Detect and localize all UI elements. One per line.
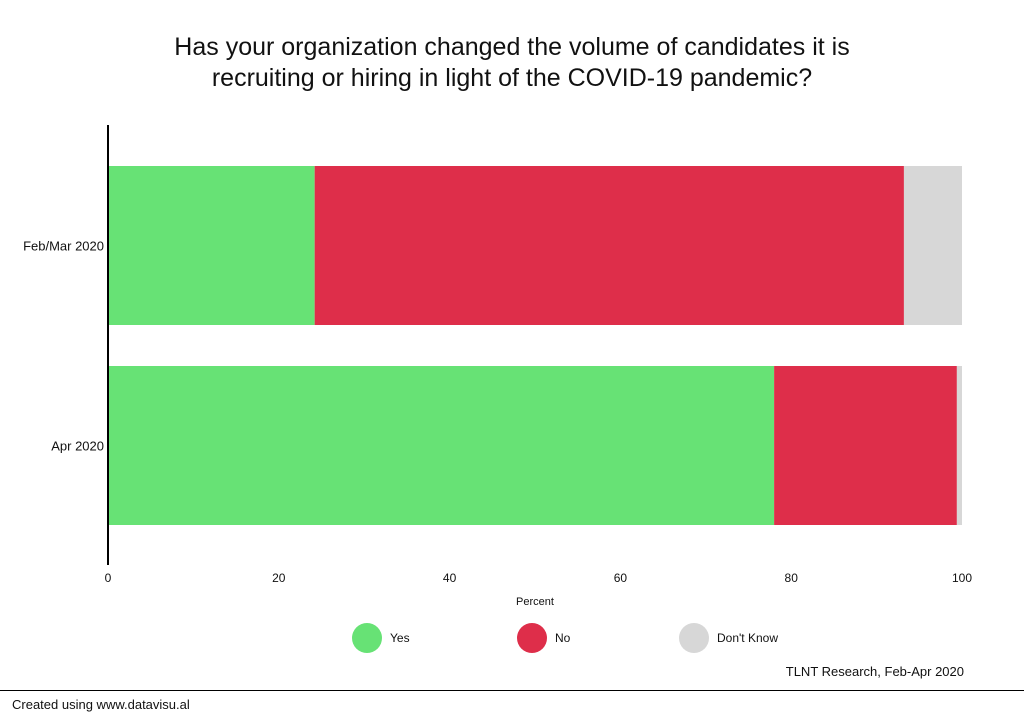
chart-title-line-2: recruiting or hiring in light of the COV… [211, 64, 813, 92]
bar-no-1 [774, 366, 957, 525]
chart-title: Has your organization changed the volume… [0, 32, 1024, 94]
legend-swatch-no [517, 623, 547, 653]
legend-label-dont-know: Don't Know [717, 631, 778, 645]
legend-label-no: No [555, 631, 571, 645]
x-tick-label: 60 [614, 571, 628, 585]
x-tick-label: 20 [272, 571, 286, 585]
bar-dont-know-0 [903, 166, 962, 325]
x-tick-label: 80 [785, 571, 799, 585]
legend-swatch-yes [352, 623, 382, 653]
legend-label-yes: Yes [390, 631, 410, 645]
category-label: Apr 2020 [51, 439, 104, 454]
x-tick-label: 0 [105, 571, 112, 585]
footer-divider [0, 690, 1024, 691]
x-axis-label: Percent [516, 596, 554, 608]
bar-no-0 [314, 166, 904, 325]
legend-item-yes: Yes [352, 622, 410, 654]
category-label: Feb/Mar 2020 [23, 239, 104, 254]
legend-item-no: No [517, 622, 570, 654]
legend-swatch-dont-know [679, 623, 709, 653]
bar-dont-know-1 [956, 366, 962, 525]
footer-credit: Created using www.datavisu.al [12, 697, 190, 712]
bar-yes-1 [108, 366, 775, 525]
bar-yes-0 [108, 166, 315, 325]
legend-item-dont-know: Don't Know [679, 622, 778, 654]
chart-title-line-1: Has your organization changed the volume… [174, 33, 850, 61]
x-tick-label: 40 [443, 571, 457, 585]
source-note: TLNT Research, Feb-Apr 2020 [785, 664, 964, 679]
x-tick-label: 100 [952, 571, 972, 585]
chart-plot: Feb/Mar 2020 Apr 2020 0 20 40 60 80 100 Percent [23, 125, 972, 608]
